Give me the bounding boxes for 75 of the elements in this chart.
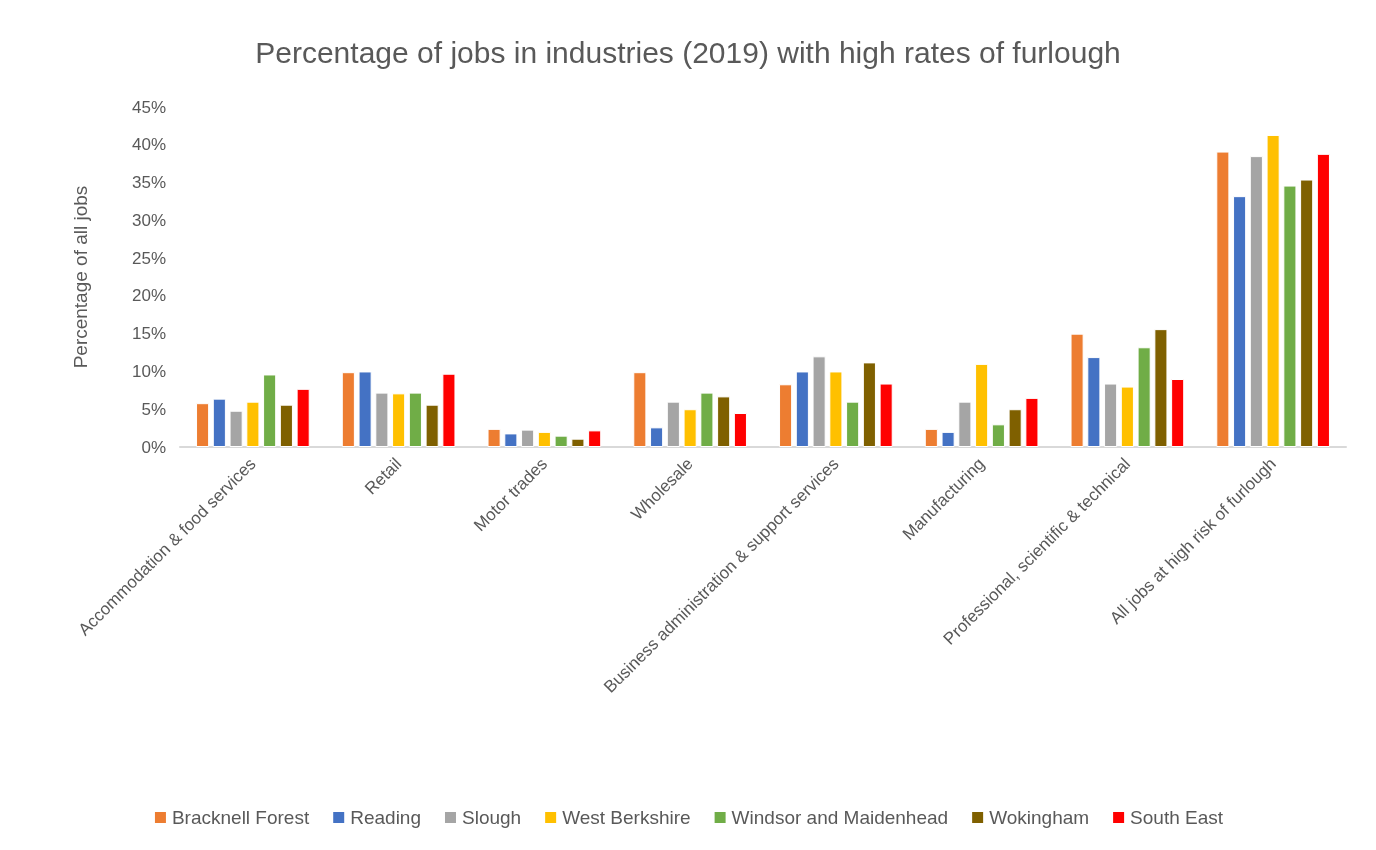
bar <box>941 431 955 447</box>
bar <box>733 413 747 447</box>
bar <box>537 431 551 447</box>
y-tick-label: 45% <box>131 97 166 117</box>
bar <box>392 393 406 447</box>
bar <box>1266 134 1280 447</box>
bar <box>571 438 585 447</box>
bar <box>263 374 277 447</box>
bar <box>683 409 697 447</box>
bar <box>487 428 501 447</box>
bar <box>1137 347 1151 447</box>
bar <box>375 392 389 447</box>
bar <box>650 427 664 447</box>
legend-label: Wokingham <box>989 807 1090 828</box>
y-tick-label: 5% <box>141 399 166 419</box>
bar <box>879 383 893 447</box>
bar <box>958 401 972 447</box>
bar <box>1171 379 1185 447</box>
bar <box>1008 409 1022 447</box>
y-tick-label: 15% <box>131 324 166 344</box>
legend-label: South East <box>1130 807 1224 828</box>
bar <box>1249 156 1263 447</box>
bar <box>795 371 809 447</box>
bar <box>229 410 243 447</box>
bar <box>296 388 310 447</box>
bar <box>666 401 680 447</box>
bar <box>1216 151 1230 447</box>
bar <box>1025 397 1039 447</box>
bar <box>779 384 793 447</box>
bar <box>1300 179 1314 447</box>
y-tick-label: 35% <box>131 173 166 193</box>
bar <box>425 404 439 447</box>
bar <box>1316 153 1330 447</box>
y-tick-label: 20% <box>131 286 166 306</box>
bar <box>504 433 518 447</box>
bar <box>924 428 938 447</box>
legend-label: Windsor and Maidenhead <box>731 807 949 828</box>
bar <box>1283 185 1297 447</box>
bar <box>700 392 714 447</box>
bar <box>846 401 860 447</box>
bar <box>588 430 602 447</box>
y-axis-title: Percentage of all jobs <box>70 185 91 369</box>
bar <box>862 362 876 447</box>
bar <box>717 396 731 447</box>
bar <box>829 371 843 447</box>
y-tick-label: 0% <box>141 437 166 457</box>
bar <box>1070 333 1084 447</box>
y-tick-label: 30% <box>131 210 166 230</box>
bar <box>246 401 260 447</box>
bar <box>521 429 535 447</box>
bar <box>1154 329 1168 447</box>
bar <box>633 372 647 447</box>
bar <box>1233 196 1247 447</box>
y-tick-label: 25% <box>131 248 166 268</box>
bar <box>358 371 372 447</box>
legend-label: Bracknell Forest <box>171 807 310 828</box>
legend-label: Slough <box>461 807 522 828</box>
bar <box>442 373 456 447</box>
chart-title: Percentage of jobs in industries (2019) with high rates of furlough <box>255 35 1121 69</box>
bar <box>975 363 989 447</box>
legend-label: West Berkshire <box>562 807 691 828</box>
bar <box>341 372 355 447</box>
bar <box>408 392 422 447</box>
bar <box>279 404 293 447</box>
bar <box>812 356 826 447</box>
bar <box>1120 386 1134 447</box>
bar <box>212 398 226 447</box>
y-tick-label: 40% <box>131 135 166 155</box>
bar <box>991 424 1005 447</box>
bar <box>196 403 210 447</box>
bar <box>1104 383 1118 447</box>
bar <box>1087 357 1101 447</box>
legend-label: Reading <box>350 807 421 828</box>
y-tick-label: 10% <box>131 361 166 381</box>
bar <box>554 435 568 447</box>
